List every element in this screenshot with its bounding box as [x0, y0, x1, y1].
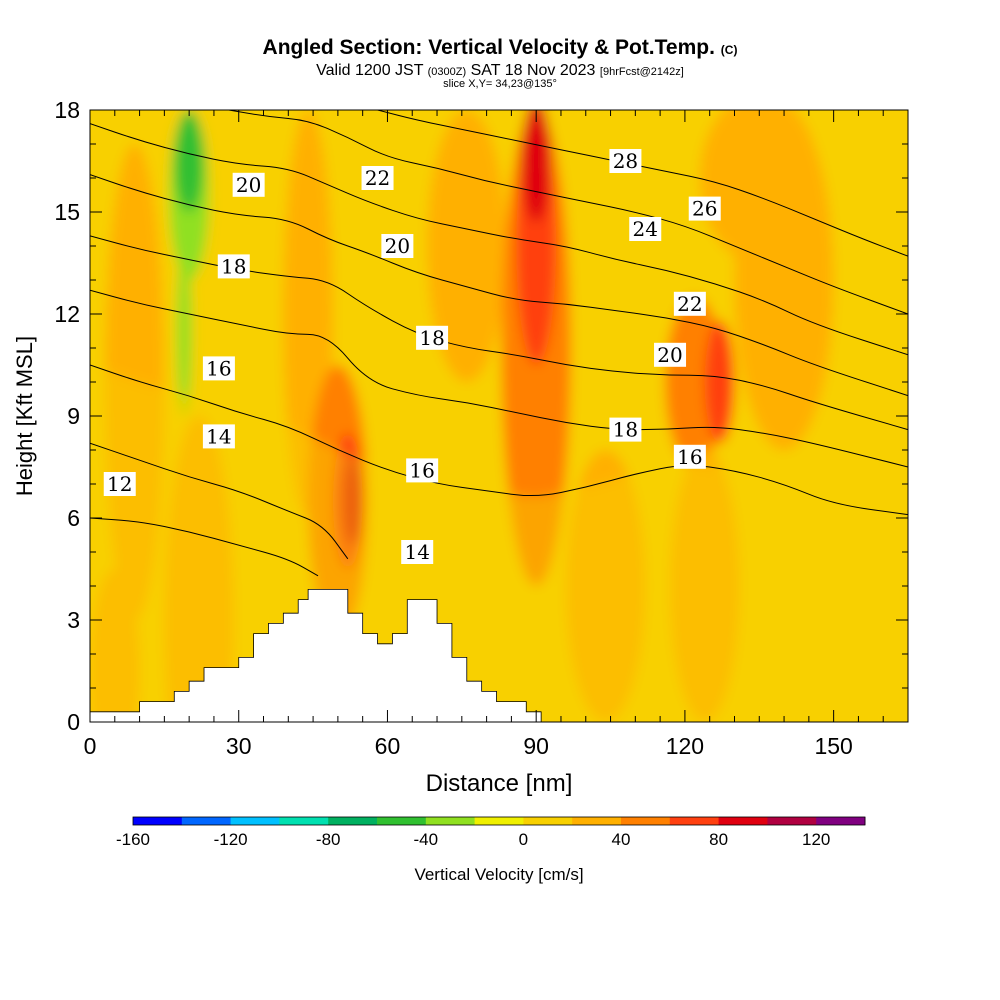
- x-tick-label: 0: [84, 733, 97, 759]
- contour-label: 26: [688, 196, 721, 221]
- axes: 0 30 60 90 120 150 0 3 6 9 12 15 18: [54, 97, 908, 759]
- y-tick-label: 15: [54, 199, 80, 225]
- chart-header: Angled Section: Vertical Velocity & Pot.…: [0, 0, 1000, 100]
- colorbar-swatch: [523, 817, 573, 825]
- colorbar-swatch: [230, 817, 280, 825]
- contour-label: 18: [609, 417, 642, 442]
- contour-label: 22: [361, 166, 394, 190]
- velocity-region: [427, 110, 507, 382]
- x-tick-label: 30: [226, 733, 252, 759]
- terrain-mask: [89, 589, 542, 723]
- svg-text:18: 18: [419, 326, 444, 350]
- contour-label: 16: [673, 444, 706, 469]
- colorbar-swatch: [474, 817, 524, 825]
- y-tick-label: 9: [67, 403, 80, 429]
- contour-label: 16: [202, 356, 235, 381]
- colorbar-tick-label: -80: [316, 830, 341, 849]
- contour-label: 16: [406, 458, 439, 483]
- svg-text:22: 22: [365, 166, 390, 190]
- contour-label: 28: [609, 149, 642, 173]
- y-tick-label: 6: [67, 505, 80, 531]
- colorbar-tick-label: 0: [519, 830, 528, 849]
- svg-text:28: 28: [613, 149, 638, 173]
- contour-label: 22: [673, 291, 706, 316]
- y-tick-label: 3: [67, 607, 80, 633]
- chart-title: Angled Section: Vertical Velocity & Pot.…: [262, 36, 738, 59]
- svg-text:20: 20: [385, 234, 410, 258]
- theta-contour-16: [90, 364, 908, 516]
- colorbar-swatch: [425, 817, 476, 825]
- slice-info: slice X,Y= 34,23@135°: [443, 78, 557, 90]
- contour-label: 18: [217, 254, 250, 279]
- x-tick-label: 150: [814, 733, 852, 759]
- colorbar-swatch: [621, 817, 671, 825]
- colorbar-swatch: [181, 817, 232, 825]
- colorbar-tick-label: -40: [414, 830, 439, 849]
- colorbar-swatch: [133, 817, 183, 825]
- colorbar-swatch: [669, 817, 720, 825]
- theta-contour-12: [90, 517, 319, 577]
- colorbar: -160 -120 -80 -40 0 40 80 120: [116, 816, 866, 849]
- svg-text:20: 20: [657, 343, 682, 367]
- contour-label: 20: [232, 172, 265, 197]
- svg-text:26: 26: [692, 197, 717, 221]
- theta-contour-18: [90, 289, 908, 468]
- velocity-region: [699, 110, 819, 263]
- svg-text:14: 14: [404, 540, 429, 564]
- velocity-region: [704, 320, 735, 444]
- theta-contour-24: [90, 123, 908, 356]
- colorbar-label: Vertical Velocity [cm/s]: [414, 865, 583, 884]
- colorbar-swatch: [816, 817, 866, 825]
- y-tick-label: 0: [67, 709, 80, 735]
- contour-label: 24: [629, 217, 662, 241]
- y-tick-label: 12: [54, 301, 80, 327]
- contour-label: 20: [381, 234, 414, 258]
- velocity-region: [174, 110, 205, 212]
- x-tick-label: 60: [375, 733, 401, 759]
- chart-subtitle: Valid 1200 JST (0300Z) SAT 18 Nov 2023 […: [316, 62, 684, 79]
- colorbar-swatch: [718, 817, 768, 825]
- svg-text:24: 24: [633, 217, 658, 241]
- x-tick-label: 120: [666, 733, 704, 759]
- contour-label: 14: [401, 540, 434, 564]
- contour-label: 14: [202, 424, 235, 449]
- theta-contour-14: [90, 442, 349, 560]
- x-tick-label: 90: [523, 733, 549, 759]
- svg-text:16: 16: [206, 356, 231, 380]
- svg-text:16: 16: [677, 445, 702, 469]
- velocity-region: [176, 246, 192, 416]
- colorbar-tick-label: 40: [612, 830, 631, 849]
- colorbar-tick-label: 80: [709, 830, 728, 849]
- contour-labels: 12 14 16 18 20 16 14 18 20 22 18 16 20 22 24 26 28: [103, 149, 721, 564]
- contour-label: 18: [416, 325, 449, 350]
- x-axis-label: Distance [nm]: [426, 770, 573, 797]
- colorbar-swatch: [279, 817, 329, 825]
- svg-text:22: 22: [677, 292, 702, 316]
- svg-text:14: 14: [206, 424, 231, 448]
- colorbar-tick-label: -120: [214, 830, 248, 849]
- svg-text:18: 18: [221, 254, 246, 278]
- y-tick-label: 18: [54, 97, 80, 123]
- colorbar-swatch: [767, 817, 817, 825]
- theta-contour-22: [90, 174, 908, 397]
- y-axis-label: Height [Kft MSL]: [12, 336, 37, 496]
- colorbar-swatch: [377, 817, 427, 825]
- colorbar-swatch: [572, 817, 622, 825]
- colorbar-swatch: [328, 817, 378, 825]
- svg-text:18: 18: [613, 418, 638, 442]
- colorbar-tick-label: 120: [802, 830, 830, 849]
- svg-text:16: 16: [409, 458, 434, 482]
- theta-contour-26: [228, 110, 908, 315]
- velocity-region: [521, 110, 552, 223]
- colorbar-tick-label: -160: [116, 830, 150, 849]
- svg-text:12: 12: [107, 472, 132, 496]
- svg-text:20: 20: [236, 173, 261, 197]
- contour-label: 20: [654, 342, 687, 367]
- contour-label: 12: [103, 472, 136, 496]
